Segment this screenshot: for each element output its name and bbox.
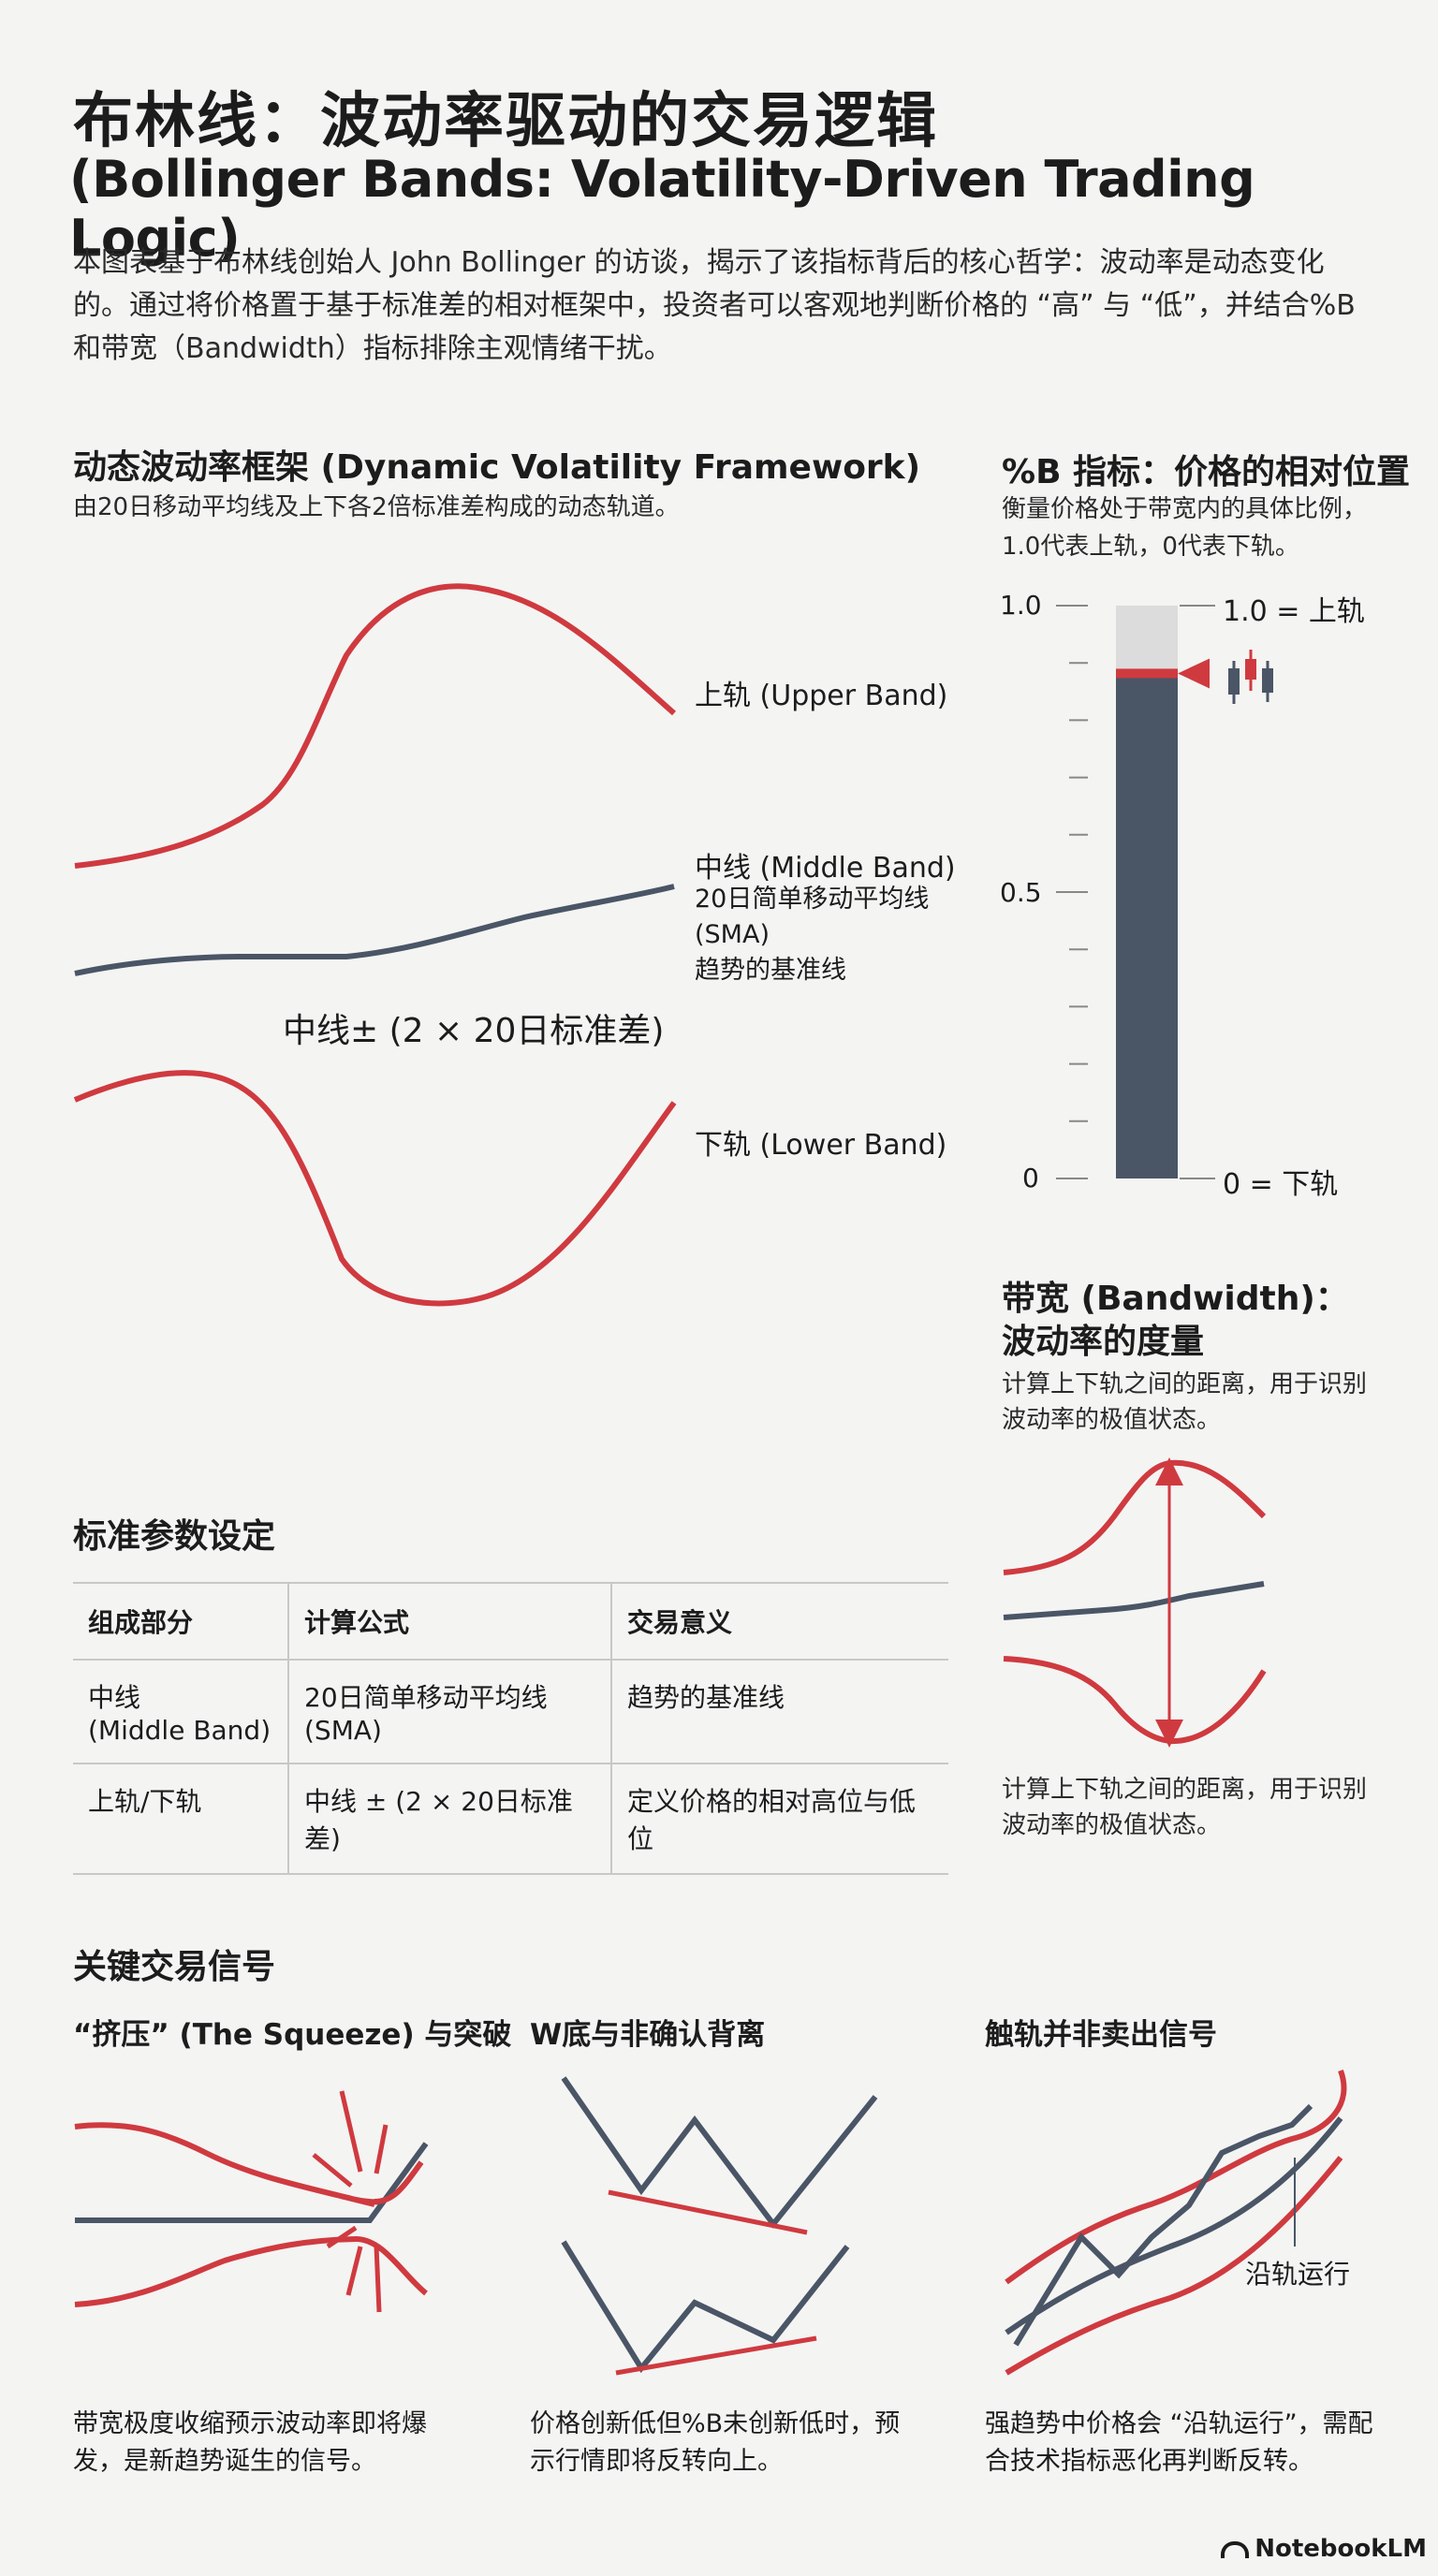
bandwidth-title-2: 波动率的度量 bbox=[1002, 1323, 1205, 1361]
table-cell: 定义价格的相对高位与低位 bbox=[610, 1763, 948, 1875]
signal-diagrams bbox=[74, 2069, 1347, 2376]
percent-b-subtitle-1: 衡量价格处于带宽内的具体比例， bbox=[1002, 495, 1368, 523]
bandwidth-diagram bbox=[1003, 1457, 1267, 1748]
table-header: 交易意义 bbox=[610, 1582, 948, 1661]
candlestick-icon bbox=[1228, 650, 1273, 704]
squeeze-title: “挤压” (The Squeeze) 与突破 bbox=[73, 2018, 512, 2052]
upper-band-label: 上轨 (Upper Band) bbox=[695, 680, 948, 712]
table-cell: 上轨/下轨 bbox=[73, 1763, 288, 1875]
walk-band-caption: 强趋势中价格会 “沿轨运行”，需配合技术指标恶化再判断反转。 bbox=[985, 2409, 1373, 2476]
percent-b-marker-arrow bbox=[1178, 658, 1210, 689]
w-bottom-diagram bbox=[561, 2076, 878, 2376]
table-cell: 20日简单移动平均线 (SMA) bbox=[287, 1659, 611, 1764]
middle-band-desc-1: 20日简单移动平均线 bbox=[695, 885, 930, 914]
table-cell: 中线 (Middle Band) bbox=[73, 1659, 288, 1764]
logo-icon bbox=[1221, 2540, 1250, 2558]
bandwidth-desc-bottom: 计算上下轨之间的距离，用于识别波动率的极值状态。 bbox=[1002, 1776, 1368, 1839]
bandwidth-desc-top: 计算上下轨之间的距离，用于识别波动率的极值状态。 bbox=[1002, 1370, 1368, 1434]
middle-band-line bbox=[74, 884, 675, 976]
params-title: 标准参数设定 bbox=[73, 1517, 276, 1556]
page-title-english: (Bollinger Bands: Volatility-Driven Trad… bbox=[69, 150, 1255, 268]
bollinger-band-diagram bbox=[73, 583, 677, 1307]
w-bottom-title: W底与非确认背离 bbox=[530, 2018, 766, 2052]
lower-band-label: 下轨 (Lower Band) bbox=[695, 1129, 947, 1162]
params-table: 组成部分 计算公式 交易意义 中线 (Middle Band) 20日简单移动平均… bbox=[73, 1582, 948, 1875]
walk-band-label: 沿轨运行 bbox=[1245, 2259, 1351, 2290]
middle-band-label: 中线 (Middle Band) bbox=[695, 852, 956, 885]
intro-paragraph: 本图表基于布林线创始人 John Bollinger 的访谈，揭示了该指标背后的… bbox=[73, 246, 1356, 365]
percent-b-tick-top: 1.0 bbox=[1000, 590, 1042, 621]
table-cell: 趋势的基准线 bbox=[610, 1659, 948, 1764]
bandwidth-title-1: 带宽 (Bandwidth)： bbox=[1002, 1280, 1349, 1318]
lower-band-line bbox=[73, 1070, 677, 1307]
table-header: 计算公式 bbox=[287, 1582, 611, 1661]
percent-b-bar-fill bbox=[1116, 674, 1178, 1178]
percent-b-tick-bottom: 0 bbox=[1022, 1163, 1039, 1193]
signals-title: 关键交易信号 bbox=[73, 1948, 276, 1986]
squeeze-diagram bbox=[74, 2090, 429, 2313]
table-row: 中线 (Middle Band) 20日简单移动平均线 (SMA) 趋势的基准线 bbox=[73, 1659, 948, 1764]
upper-band-line bbox=[74, 583, 676, 869]
table-header: 组成部分 bbox=[73, 1582, 288, 1661]
notebooklm-logo: NotebookLM bbox=[1221, 2535, 1427, 2563]
table-cell: 中线 ± (2 × 20日标准差) bbox=[287, 1763, 611, 1875]
band-formula: 中线± (2 × 20日标准差) bbox=[283, 1012, 665, 1050]
middle-band-desc-2: (SMA) bbox=[695, 920, 770, 949]
w-bottom-caption: 价格创新低但%B未创新低时，预示行情即将反转向上。 bbox=[530, 2409, 901, 2476]
walk-band-title: 触轨并非卖出信号 bbox=[985, 2018, 1217, 2052]
walk-band-diagram bbox=[1005, 2069, 1347, 2376]
page-title: 布林线：波动率驱动的交易逻辑 bbox=[73, 87, 938, 156]
percent-b-lower-label: 0 = 下轨 bbox=[1223, 1168, 1339, 1201]
percent-b-current-line bbox=[1116, 668, 1178, 679]
middle-band-desc-3: 趋势的基准线 bbox=[695, 956, 846, 985]
percent-b-tick-mid: 0.5 bbox=[1000, 877, 1042, 908]
percent-b-gauge bbox=[1056, 605, 1273, 1179]
framework-subtitle: 由20日移动平均线及上下各2倍标准差构成的动态轨道。 bbox=[73, 493, 680, 521]
framework-title: 动态波动率框架 (Dynamic Volatility Framework) bbox=[73, 448, 921, 487]
table-header-row: 组成部分 计算公式 交易意义 bbox=[73, 1582, 948, 1661]
percent-b-ticks bbox=[1056, 605, 1215, 1179]
table-row: 上轨/下轨 中线 ± (2 × 20日标准差) 定义价格的相对高位与低位 bbox=[73, 1763, 948, 1875]
percent-b-subtitle-2: 1.0代表上轨，0代表下轨。 bbox=[1002, 533, 1299, 561]
percent-b-title: %B 指标：价格的相对位置 bbox=[1002, 453, 1411, 491]
squeeze-caption: 带宽极度收缩预示波动率即将爆发，是新趋势诞生的信号。 bbox=[73, 2409, 427, 2476]
percent-b-upper-label: 1.0 = 上轨 bbox=[1223, 595, 1365, 628]
